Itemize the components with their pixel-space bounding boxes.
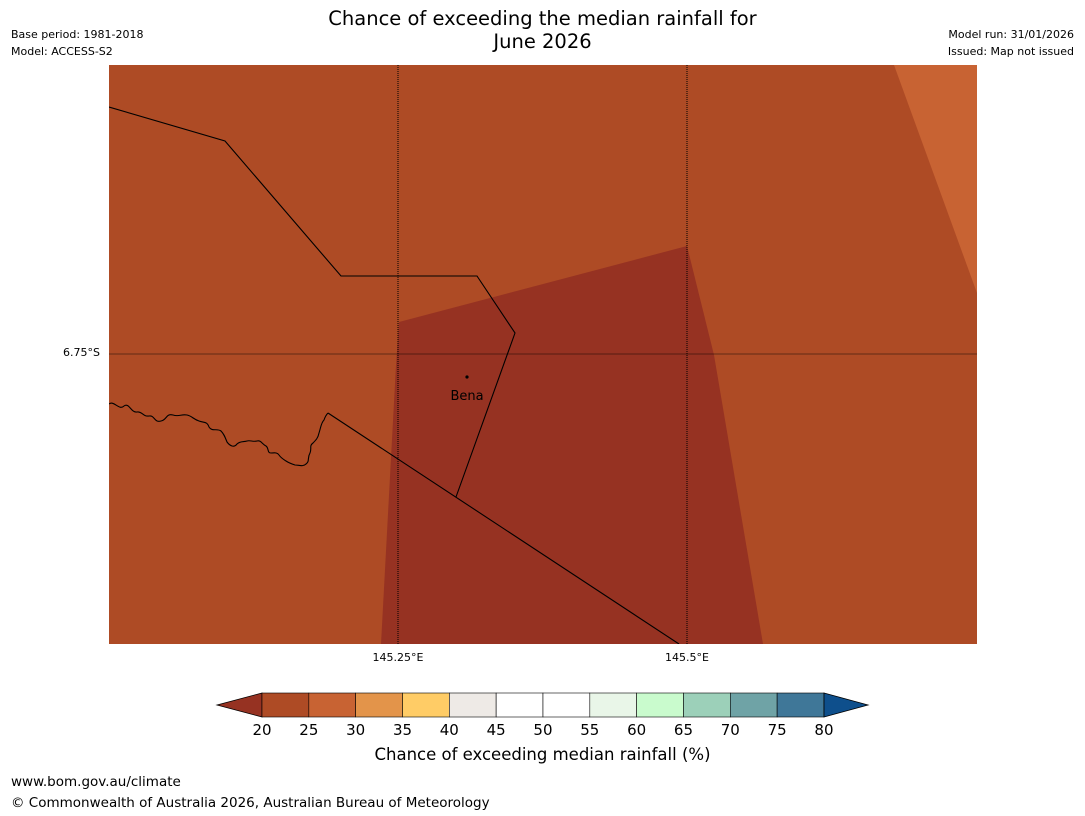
colorbar-bin <box>776 692 825 718</box>
colorbar-bin <box>729 692 778 718</box>
issued-status: Issued: Map not issued <box>947 45 1074 58</box>
region-below-20 <box>381 246 763 644</box>
colorbar-tick-label: 55 <box>580 721 599 739</box>
colorbar-tick-label: 75 <box>768 721 787 739</box>
colorbar-bin <box>402 692 450 718</box>
colorbar-bin <box>683 692 731 718</box>
rainfall-map: Bena <box>109 65 977 644</box>
colorbar-bins <box>261 692 825 718</box>
map-title: Chance of exceeding the median rainfall … <box>0 7 1085 53</box>
colorbar-bin <box>589 692 637 718</box>
colorbar-tick-label: 60 <box>627 721 646 739</box>
colorbar-tick-label: 30 <box>346 721 365 739</box>
colorbar-title: Chance of exceeding median rainfall (%) <box>374 745 711 764</box>
colorbar-under-arrow <box>215 692 263 718</box>
town-label: Bena <box>450 389 483 404</box>
town-marker <box>465 375 469 379</box>
colorbar-bin <box>355 692 403 718</box>
model-name: Model: ACCESS-S2 <box>11 45 113 58</box>
province-boundary-south <box>327 412 680 644</box>
colorbar-tick-label: 65 <box>674 721 693 739</box>
meta-left: Base period: 1981-2018 Model: ACCESS-S2 <box>11 26 143 60</box>
colorbar-tick-label: 20 <box>252 721 271 739</box>
colorbar-bin <box>449 692 497 718</box>
longitude-label-145-5: 145.5°E <box>665 651 709 664</box>
title-line-1: Chance of exceeding the median rainfall … <box>328 7 757 30</box>
colorbar-tick-label: 50 <box>533 721 552 739</box>
latitude-label: 6.75°S <box>63 346 100 359</box>
longitude-label-145-25: 145.25°E <box>372 651 424 664</box>
base-period: Base period: 1981-2018 <box>11 28 144 41</box>
colorbar-over-arrow <box>823 692 870 718</box>
river-line <box>109 402 329 467</box>
colorbar-tick-label: 70 <box>721 721 740 739</box>
colorbar-bin <box>261 692 310 718</box>
colorbar-tick-label: 40 <box>440 721 459 739</box>
model-run: Model run: 31/01/2026 <box>948 28 1074 41</box>
colorbar: 20 25 30 35 40 45 50 55 60 65 70 75 80 <box>215 692 870 739</box>
province-boundary <box>109 106 516 498</box>
region-25-30 <box>894 65 977 293</box>
colorbar-bin <box>308 692 356 718</box>
meta-right: Model run: 31/01/2026 Issued: Map not is… <box>948 26 1074 60</box>
colorbar-tick-label: 25 <box>299 721 318 739</box>
colorbar-bin <box>495 692 544 718</box>
footer-copyright: © Commonwealth of Australia 2026, Austra… <box>11 795 490 811</box>
colorbar-tick-label: 35 <box>393 721 412 739</box>
colorbar-tick-label: 45 <box>487 721 506 739</box>
title-line-2: June 2026 <box>493 30 592 53</box>
colorbar-bin <box>636 692 684 718</box>
footer-website[interactable]: www.bom.gov.au/climate <box>11 774 181 790</box>
colorbar-tick-label: 80 <box>814 721 833 739</box>
colorbar-ticks: 20 25 30 35 40 45 50 55 60 65 70 75 80 <box>252 721 833 739</box>
colorbar-bin <box>542 692 591 718</box>
